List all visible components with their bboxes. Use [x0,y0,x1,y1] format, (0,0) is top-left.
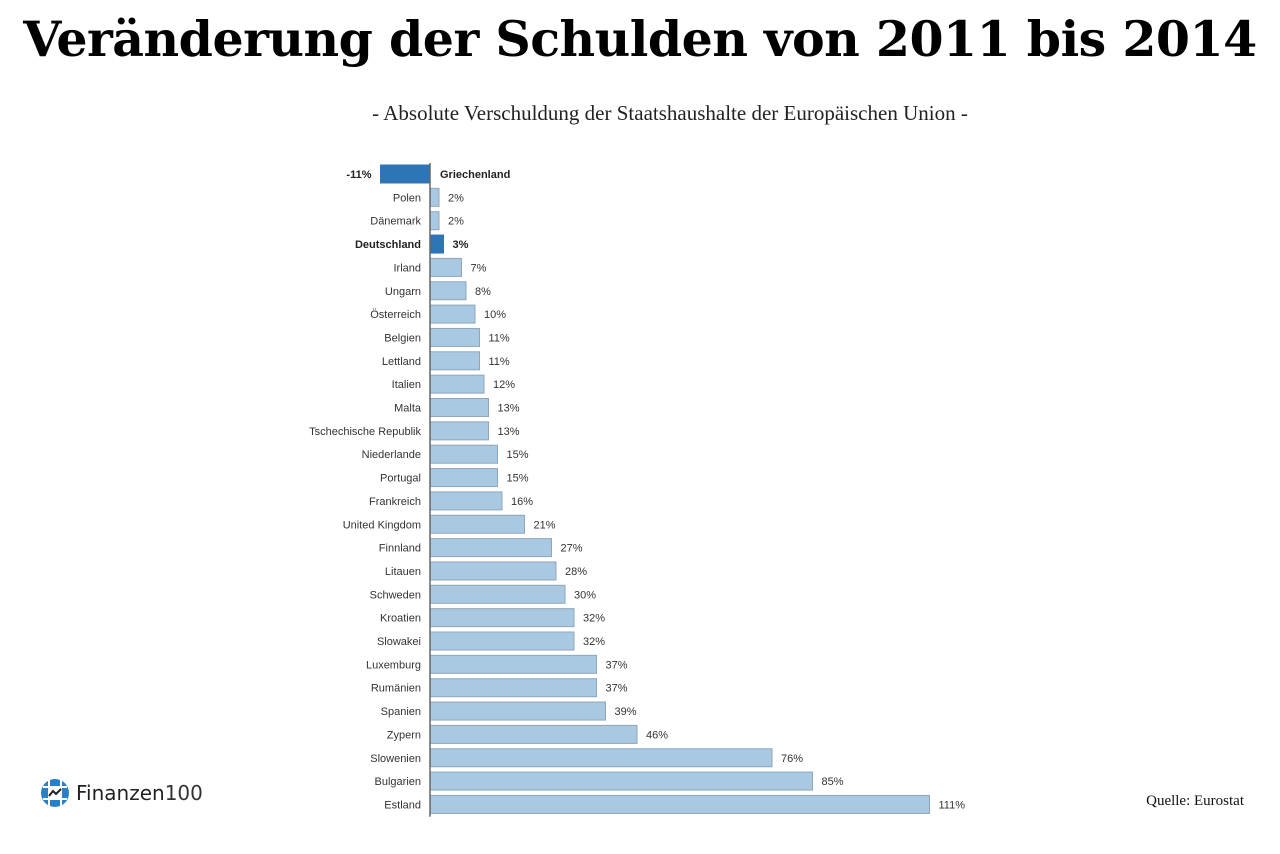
category-label: Frankreich [369,496,421,508]
bar-slowenien [429,748,773,768]
category-label: Spanien [381,706,421,718]
category-label: Zypern [387,729,421,741]
bar-zypern [429,724,638,744]
category-label: Kroatien [380,613,421,625]
value-label: 2% [448,192,464,204]
bar-belgien [429,327,480,347]
bar-italien [429,374,485,394]
source-note: Quelle: Eurostat [1146,793,1244,809]
category-label: Bulgarien [375,776,421,788]
value-label: 13% [498,403,520,415]
chart-title: Veränderung der Schulden von 2011 bis 20… [23,10,1257,68]
bar-tschechische-republik [429,421,489,441]
value-label: 28% [565,566,587,578]
category-label: Estland [384,799,421,811]
value-label: 76% [781,753,803,765]
value-label: 32% [583,636,605,648]
category-label: Malta [394,403,422,415]
category-label: Schweden [370,589,421,601]
finanzen100-logo: Finanzen100 [40,778,203,808]
chart-subtitle: - Absolute Verschuldung der Staatshausha… [372,101,968,125]
value-label: 15% [507,449,529,461]
bar-irland [429,257,462,277]
category-label: Niederlande [362,449,421,461]
value-label: 3% [453,239,469,251]
category-label: Belgien [384,332,421,344]
value-label: -11% [346,169,371,181]
bar-schweden [429,584,566,604]
category-label: Tschechische Republik [309,426,421,438]
category-label: Litauen [385,566,421,578]
value-label: 2% [448,216,464,228]
bar-bulgarien [429,771,813,791]
category-label: Polen [393,192,421,204]
value-label: 12% [493,379,515,391]
category-label: Finnland [379,543,421,555]
category-label: Luxemburg [366,659,421,671]
bar-malta [429,398,489,417]
value-label: 7% [471,262,487,274]
value-label: 11% [489,332,510,344]
value-label: 16% [511,496,533,508]
bar-frankreich [429,491,503,511]
bar-spanien [429,701,606,721]
bar-dänemark [429,211,440,231]
bar-griechenland [380,164,431,184]
value-label: 37% [606,683,628,695]
value-label: 21% [534,519,556,531]
value-label: 27% [561,543,583,555]
bar-lettland [429,351,480,371]
category-label: Griechenland [440,169,510,181]
value-label: 85% [822,776,844,788]
bar-niederlande [429,444,498,464]
bar-ungarn [429,281,467,301]
bar-portugal [429,468,498,488]
category-label: Deutschland [355,239,421,251]
category-label: Rumänien [371,683,421,695]
category-label: United Kingdom [343,519,421,531]
category-label: Slowenien [370,753,421,765]
category-label: Portugal [380,473,421,485]
value-label: 32% [583,613,605,625]
bar-kroatien [429,608,575,628]
value-label: 15% [507,473,529,485]
value-label: 30% [574,589,596,601]
value-label: 13% [498,426,520,438]
category-label: Slowakei [377,636,421,648]
globe-chart-icon [41,779,69,807]
category-label: Dänemark [370,216,421,228]
bar-luxemburg [429,654,597,674]
value-label: 37% [606,659,628,671]
value-label: 39% [615,706,637,718]
category-label: Irland [393,262,421,274]
value-label: 111% [939,799,966,811]
logo-number: 100 [164,781,203,805]
bar-united-kingdom [429,514,525,534]
category-label: Italien [392,379,421,391]
bar-deutschland [429,234,444,254]
bar-österreich [429,304,476,324]
logo-name: Finanzen [76,781,165,805]
value-label: 8% [475,286,491,298]
bar-rumänien [429,678,597,698]
value-label: 10% [484,309,506,321]
bar-litauen [429,561,557,581]
category-label: Ungarn [385,286,421,298]
category-label: Lettland [382,356,421,368]
value-label: 46% [646,729,668,741]
category-label: Österreich [370,309,421,321]
bar-polen [429,187,440,207]
bar-slowakei [429,631,575,651]
bar-estland [429,794,930,814]
bar-finnland [429,538,552,558]
value-label: 11% [489,356,510,368]
